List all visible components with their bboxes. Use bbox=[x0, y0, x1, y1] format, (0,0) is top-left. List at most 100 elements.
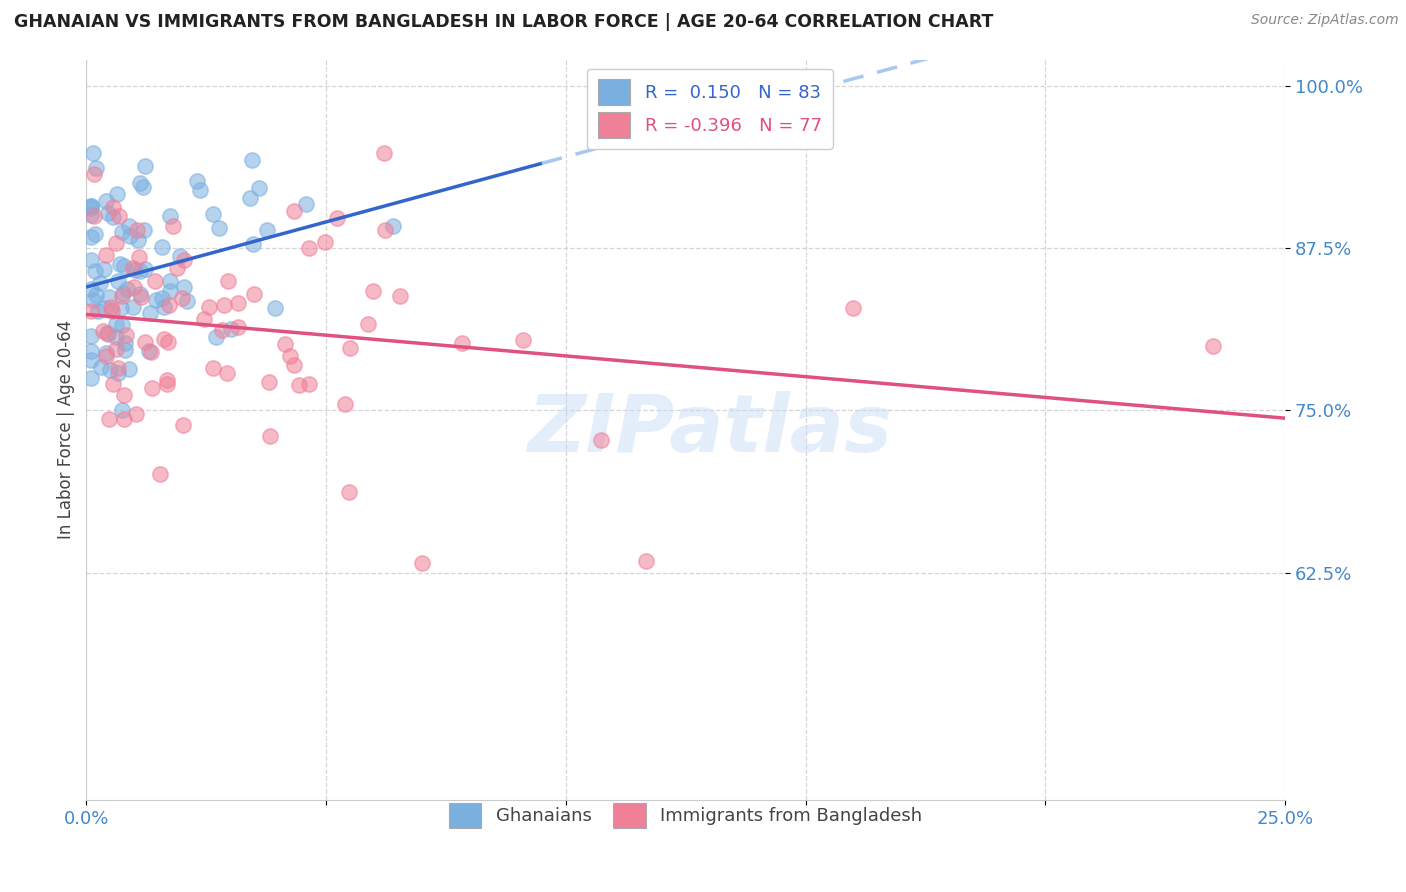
Point bbox=[138, 343, 160, 358]
Point bbox=[83, 264, 105, 278]
Point bbox=[128, 250, 150, 264]
Point bbox=[94, 346, 117, 360]
Point bbox=[80, 303, 103, 318]
Point bbox=[105, 330, 128, 344]
Point bbox=[94, 248, 117, 262]
Point bbox=[156, 373, 179, 387]
Point bbox=[283, 358, 305, 372]
Point bbox=[114, 336, 136, 351]
Point bbox=[111, 289, 134, 303]
Point bbox=[256, 223, 278, 237]
Point bbox=[176, 294, 198, 309]
Point bbox=[159, 209, 181, 223]
Point bbox=[80, 353, 103, 368]
Point bbox=[80, 208, 103, 222]
Point bbox=[374, 223, 396, 237]
Point bbox=[247, 180, 270, 194]
Point bbox=[274, 337, 297, 351]
Point bbox=[128, 264, 150, 278]
Text: GHANAIAN VS IMMIGRANTS FROM BANGLADESH IN LABOR FORCE | AGE 20-64 CORRELATION CH: GHANAIAN VS IMMIGRANTS FROM BANGLADESH I… bbox=[14, 13, 994, 31]
Point bbox=[512, 333, 534, 347]
Point bbox=[288, 378, 311, 392]
Point bbox=[80, 370, 103, 384]
Point bbox=[170, 291, 193, 305]
Point bbox=[108, 257, 131, 271]
Point bbox=[211, 323, 233, 337]
Point bbox=[129, 290, 152, 304]
Point bbox=[98, 412, 121, 426]
Point bbox=[104, 342, 127, 356]
Point bbox=[86, 304, 108, 318]
Point bbox=[186, 174, 208, 188]
Point bbox=[162, 219, 184, 233]
Point bbox=[115, 283, 138, 297]
Point bbox=[217, 274, 239, 288]
Point bbox=[219, 321, 242, 335]
Point bbox=[111, 403, 134, 417]
Y-axis label: In Labor Force | Age 20-64: In Labor Force | Age 20-64 bbox=[58, 320, 75, 540]
Point bbox=[264, 301, 287, 316]
Point bbox=[257, 375, 280, 389]
Point bbox=[153, 300, 176, 314]
Point bbox=[103, 200, 125, 214]
Legend: Ghanaians, Immigrants from Bangladesh: Ghanaians, Immigrants from Bangladesh bbox=[441, 796, 929, 836]
Point bbox=[339, 341, 361, 355]
Point bbox=[124, 263, 146, 277]
Point bbox=[134, 262, 156, 277]
Point bbox=[205, 330, 228, 344]
Point bbox=[103, 210, 125, 224]
Point bbox=[134, 335, 156, 350]
Point bbox=[208, 221, 231, 235]
Point bbox=[107, 360, 129, 375]
Point bbox=[589, 433, 612, 447]
Point bbox=[118, 361, 141, 376]
Point bbox=[94, 301, 117, 315]
Point bbox=[118, 219, 141, 233]
Point bbox=[169, 249, 191, 263]
Point bbox=[155, 376, 177, 391]
Point bbox=[159, 285, 181, 299]
Point bbox=[198, 300, 221, 314]
Point bbox=[373, 146, 395, 161]
Point bbox=[128, 286, 150, 301]
Text: ZIPatlas: ZIPatlas bbox=[527, 391, 893, 469]
Point bbox=[150, 291, 173, 305]
Point bbox=[121, 260, 143, 275]
Point bbox=[89, 276, 111, 290]
Point bbox=[114, 387, 136, 401]
Point bbox=[145, 293, 167, 307]
Point bbox=[314, 235, 336, 249]
Point bbox=[202, 360, 225, 375]
Point bbox=[83, 227, 105, 241]
Point bbox=[242, 237, 264, 252]
Point bbox=[124, 407, 146, 421]
Point bbox=[157, 298, 180, 312]
Point bbox=[297, 241, 319, 255]
Point bbox=[98, 290, 121, 304]
Point bbox=[97, 327, 120, 342]
Point bbox=[339, 485, 361, 500]
Point bbox=[110, 301, 132, 315]
Point bbox=[333, 397, 356, 411]
Point bbox=[150, 239, 173, 253]
Point bbox=[80, 252, 103, 267]
Point bbox=[111, 286, 134, 301]
Point bbox=[141, 381, 163, 395]
Point bbox=[105, 187, 128, 202]
Point bbox=[96, 349, 118, 363]
Point bbox=[86, 288, 108, 302]
Point bbox=[242, 153, 264, 167]
Point bbox=[357, 317, 380, 331]
Point bbox=[411, 556, 433, 570]
Point bbox=[90, 359, 112, 374]
Point bbox=[80, 199, 103, 213]
Point bbox=[84, 161, 107, 176]
Point bbox=[166, 260, 188, 275]
Point bbox=[139, 345, 162, 359]
Point bbox=[134, 223, 156, 237]
Point bbox=[139, 305, 162, 319]
Point bbox=[127, 223, 149, 237]
Point bbox=[80, 230, 103, 244]
Point bbox=[389, 288, 412, 302]
Point bbox=[361, 284, 384, 298]
